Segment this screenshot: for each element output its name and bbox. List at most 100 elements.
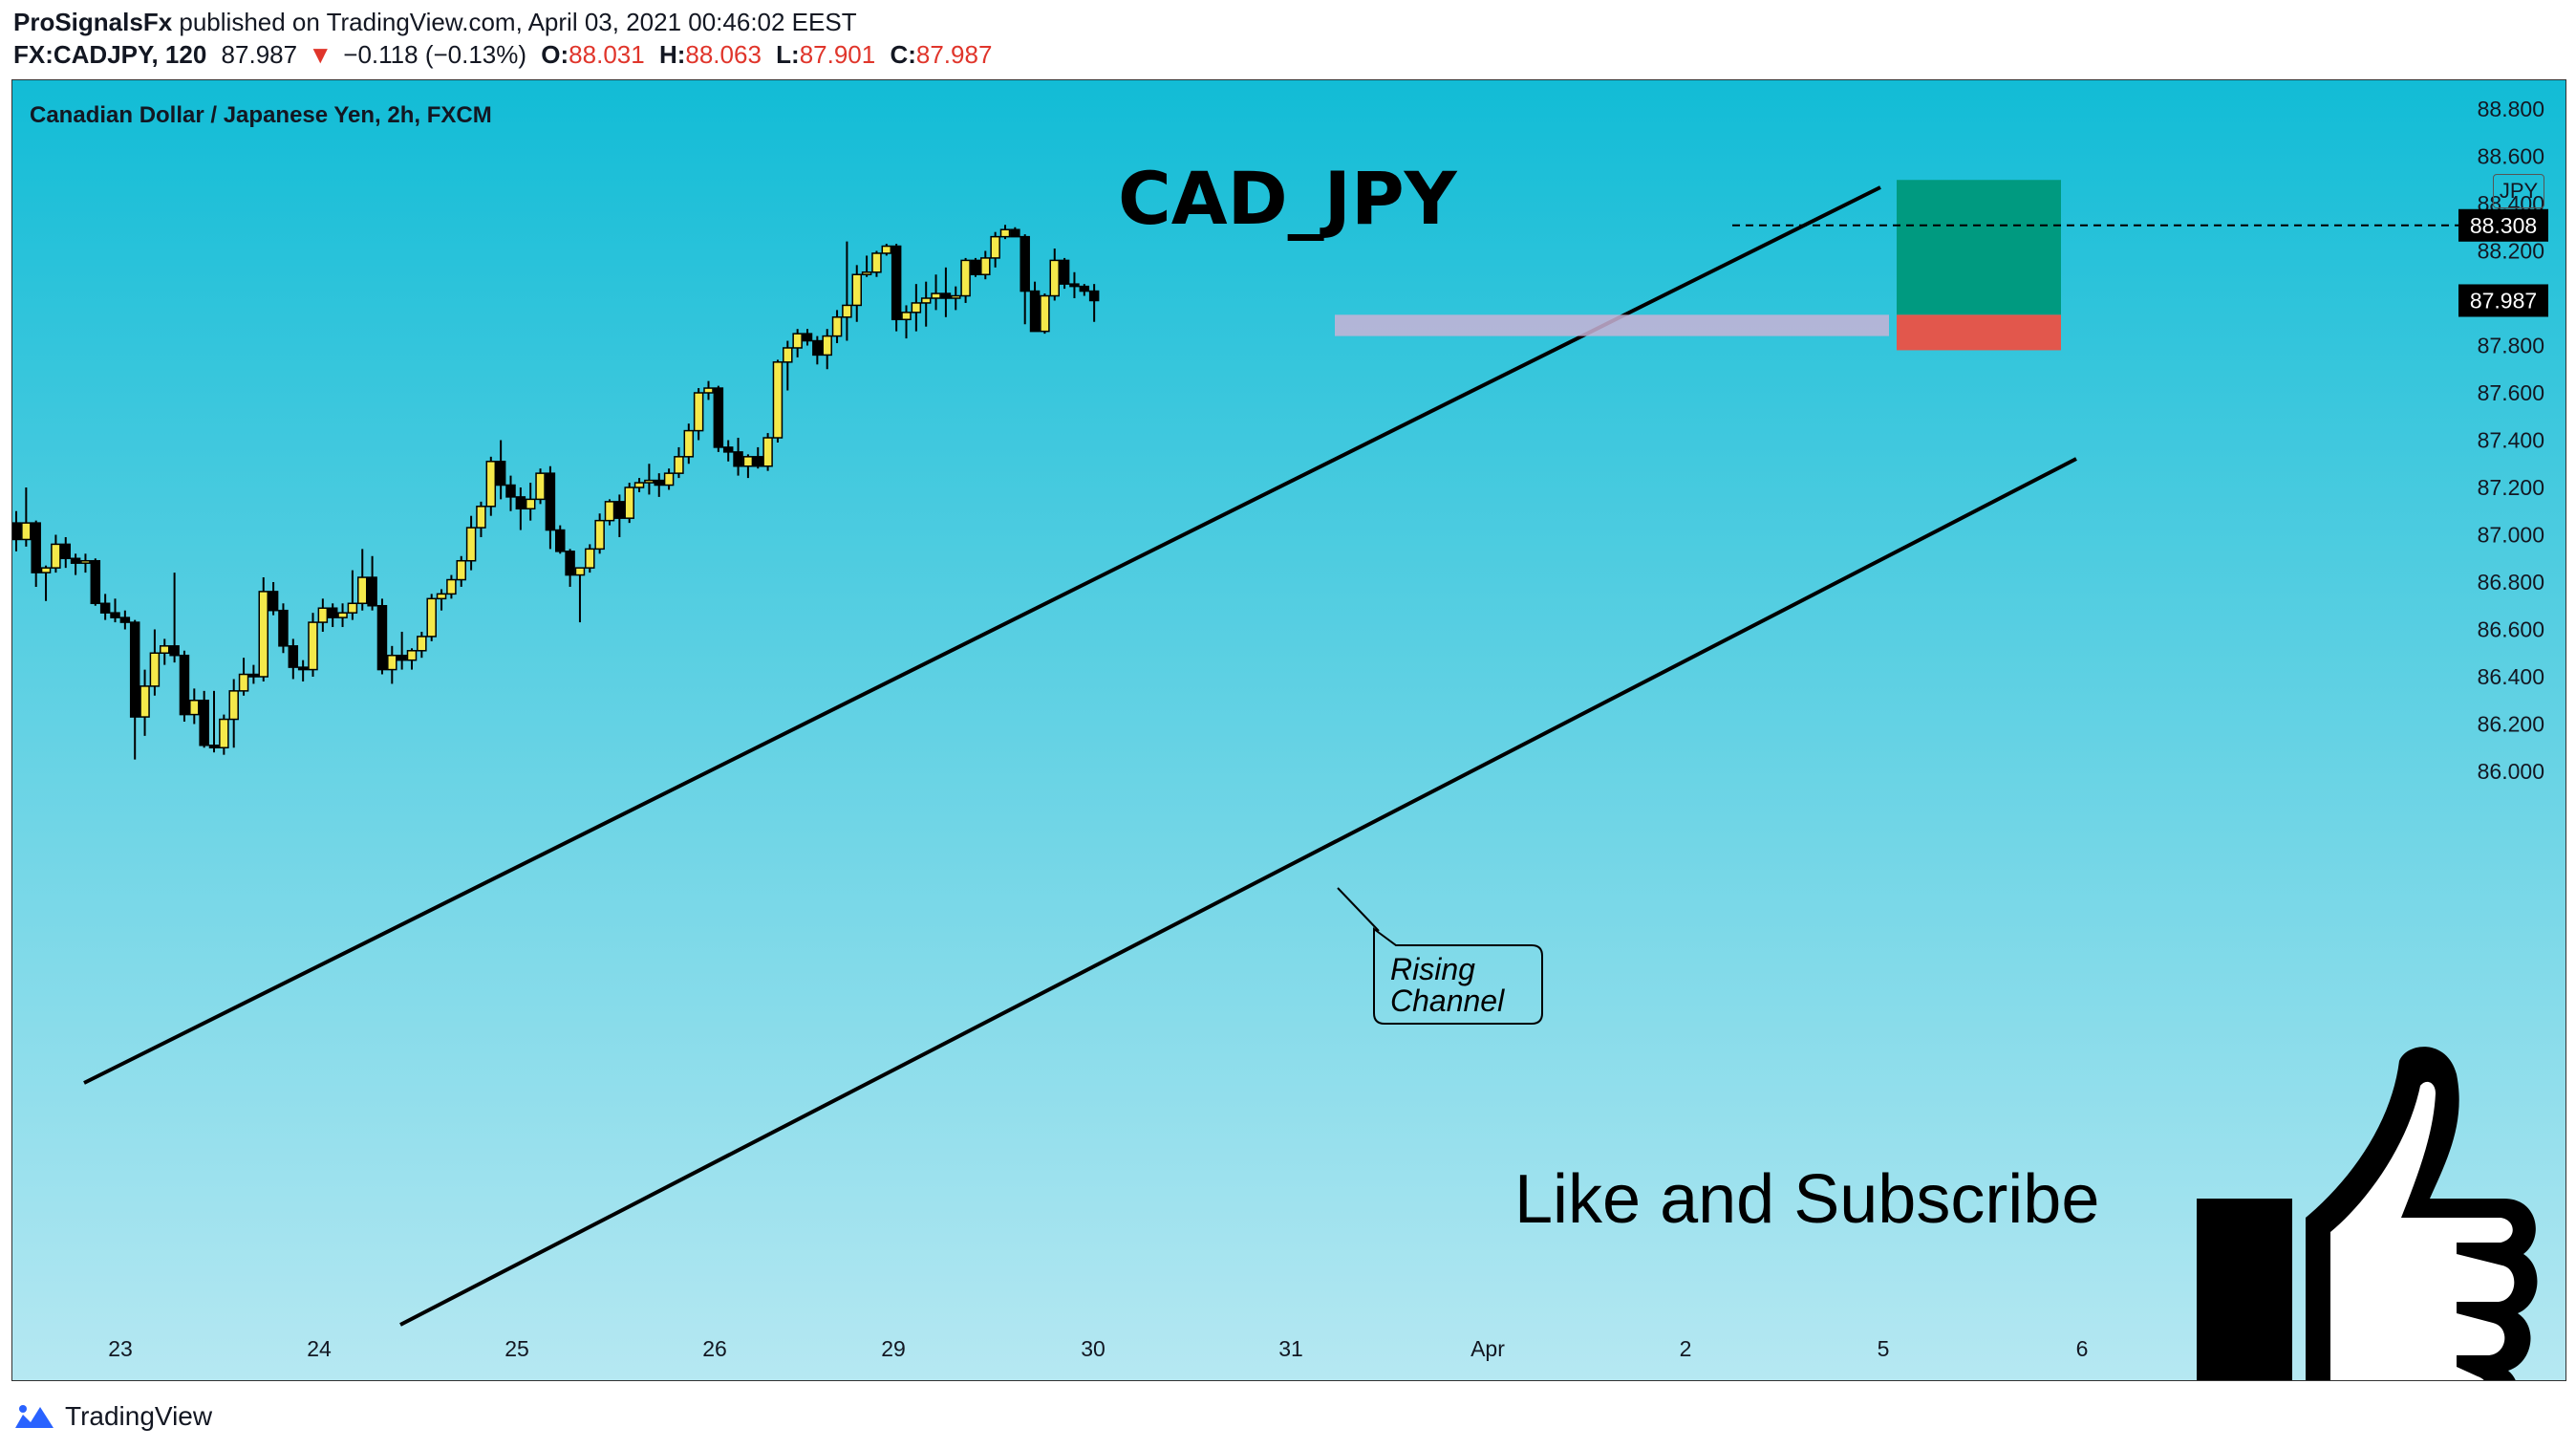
candle-bearish bbox=[199, 700, 209, 746]
candle-bearish bbox=[60, 543, 71, 559]
candle-bearish bbox=[1059, 259, 1070, 285]
time-axis[interactable]: 23242526293031Apr2567 bbox=[108, 1336, 2285, 1361]
candle-bullish bbox=[831, 316, 843, 337]
candle-bullish bbox=[683, 429, 695, 458]
price-axis[interactable]: 88.80088.60088.40088.20088.00087.80087.6… bbox=[2458, 97, 2548, 784]
candle-bearish bbox=[31, 522, 41, 573]
candle-bearish bbox=[1010, 228, 1020, 238]
candle-bearish bbox=[327, 607, 338, 618]
candle-bearish bbox=[99, 602, 111, 614]
candle-bearish bbox=[110, 612, 120, 618]
time-tick-label: 24 bbox=[307, 1336, 332, 1361]
candle-bullish bbox=[387, 654, 397, 671]
promo-text: Like and Subscribe bbox=[1514, 1161, 2099, 1238]
candle-bullish bbox=[417, 636, 427, 652]
time-tick-label: 31 bbox=[1278, 1336, 1303, 1361]
currency-badge[interactable]: JPY bbox=[2493, 174, 2544, 208]
candle-bearish bbox=[1079, 285, 1090, 292]
price-tick-label: 86.400 bbox=[2478, 664, 2544, 689]
candle-bullish bbox=[951, 294, 961, 299]
candle-bearish bbox=[515, 496, 526, 510]
candle-bullish bbox=[663, 472, 675, 487]
candle-bearish bbox=[891, 245, 902, 321]
publish-line: ProSignalsFx published on TradingView.co… bbox=[13, 8, 857, 37]
candle-bullish bbox=[851, 273, 862, 307]
candle-bullish bbox=[228, 690, 239, 721]
price-tick-label: 86.600 bbox=[2478, 617, 2544, 642]
candle-bullish bbox=[456, 559, 466, 581]
price-tick-label: 87.400 bbox=[2478, 428, 2544, 453]
candle-bullish bbox=[842, 304, 852, 318]
candle-bullish bbox=[40, 567, 52, 573]
price-tag-last: 87.987 bbox=[2470, 288, 2537, 313]
candle-bearish bbox=[90, 559, 101, 605]
candle-bearish bbox=[278, 609, 289, 647]
candle-bearish bbox=[614, 501, 625, 519]
candle-bearish bbox=[940, 292, 952, 299]
candle-bullish bbox=[604, 501, 615, 522]
candle-bearish bbox=[722, 446, 734, 453]
candle-bullish bbox=[436, 593, 447, 600]
candle-bearish bbox=[654, 479, 664, 487]
rising-channel[interactable] bbox=[83, 185, 2077, 1327]
candle-bullish bbox=[525, 498, 536, 510]
candle-bullish bbox=[693, 392, 704, 432]
candle-bearish bbox=[1029, 290, 1041, 333]
candle-bearish bbox=[119, 616, 131, 623]
candle-bullish bbox=[485, 461, 497, 508]
candle-bearish bbox=[753, 456, 763, 467]
candle-bearish bbox=[970, 259, 981, 275]
candle-bullish bbox=[783, 347, 793, 363]
trade-zones[interactable] bbox=[1335, 180, 2458, 351]
time-tick-label: 2 bbox=[1680, 1336, 1692, 1361]
candle-bullish bbox=[446, 578, 457, 595]
candle-bullish bbox=[189, 700, 200, 716]
candle-bullish bbox=[901, 312, 912, 321]
stop-loss-zone bbox=[1897, 314, 2061, 351]
candle-bearish bbox=[70, 557, 81, 564]
footer-branding[interactable]: TradingView bbox=[13, 1395, 212, 1438]
high-value: 88.063 bbox=[685, 40, 762, 69]
candle-bullish bbox=[219, 718, 229, 748]
candlestick-series[interactable] bbox=[12, 225, 1100, 760]
candle-bearish bbox=[288, 645, 299, 668]
down-arrow-icon: ▼ bbox=[308, 40, 333, 69]
candle-bullish bbox=[357, 576, 368, 605]
candle-bearish bbox=[505, 484, 516, 498]
price-tag-high-bg bbox=[2458, 208, 2548, 242]
channel-lower-line bbox=[399, 457, 2077, 1327]
candle-bullish bbox=[772, 361, 784, 439]
chart-pane[interactable]: Canadian Dollar / Japanese Yen, 2h, FXCM… bbox=[11, 79, 2566, 1381]
candle-bullish bbox=[674, 456, 684, 474]
candle-bullish bbox=[1049, 259, 1060, 297]
price-tick-label: 88.200 bbox=[2478, 239, 2544, 264]
candle-bearish bbox=[812, 339, 823, 357]
candle-bearish bbox=[169, 645, 180, 657]
candle-bullish bbox=[160, 645, 170, 655]
candle-bullish bbox=[465, 527, 477, 562]
price-tick-label: 86.000 bbox=[2478, 759, 2544, 784]
candle-bearish bbox=[129, 621, 140, 718]
candle-bearish bbox=[179, 654, 190, 716]
last-price: 87.987 bbox=[221, 40, 298, 69]
candle-bullish bbox=[999, 228, 1011, 238]
candle-bullish bbox=[990, 235, 1000, 259]
candle-bullish bbox=[960, 259, 971, 297]
candle-bullish bbox=[258, 591, 268, 678]
candle-bullish bbox=[644, 479, 655, 484]
rising-channel-callout[interactable]: Rising Channel bbox=[1337, 887, 1543, 1025]
candle-bearish bbox=[268, 591, 279, 612]
thumbs-up-icon[interactable] bbox=[2197, 1047, 2538, 1381]
channel-upper-line bbox=[83, 185, 1881, 1085]
time-tick-label: 25 bbox=[504, 1336, 529, 1361]
high-label: H: bbox=[658, 40, 686, 69]
price-tick-label: 87.800 bbox=[2478, 334, 2544, 358]
candle-bullish bbox=[317, 607, 329, 623]
candle-bullish bbox=[624, 487, 634, 519]
candle-bearish bbox=[802, 333, 813, 342]
candle-bearish bbox=[545, 472, 556, 531]
author-name[interactable]: ProSignalsFx bbox=[13, 8, 173, 36]
candle-bullish bbox=[742, 456, 754, 467]
candle-bearish bbox=[376, 605, 388, 671]
chart-canvas[interactable]: Canadian Dollar / Japanese Yen, 2h, FXCM… bbox=[12, 80, 2566, 1381]
